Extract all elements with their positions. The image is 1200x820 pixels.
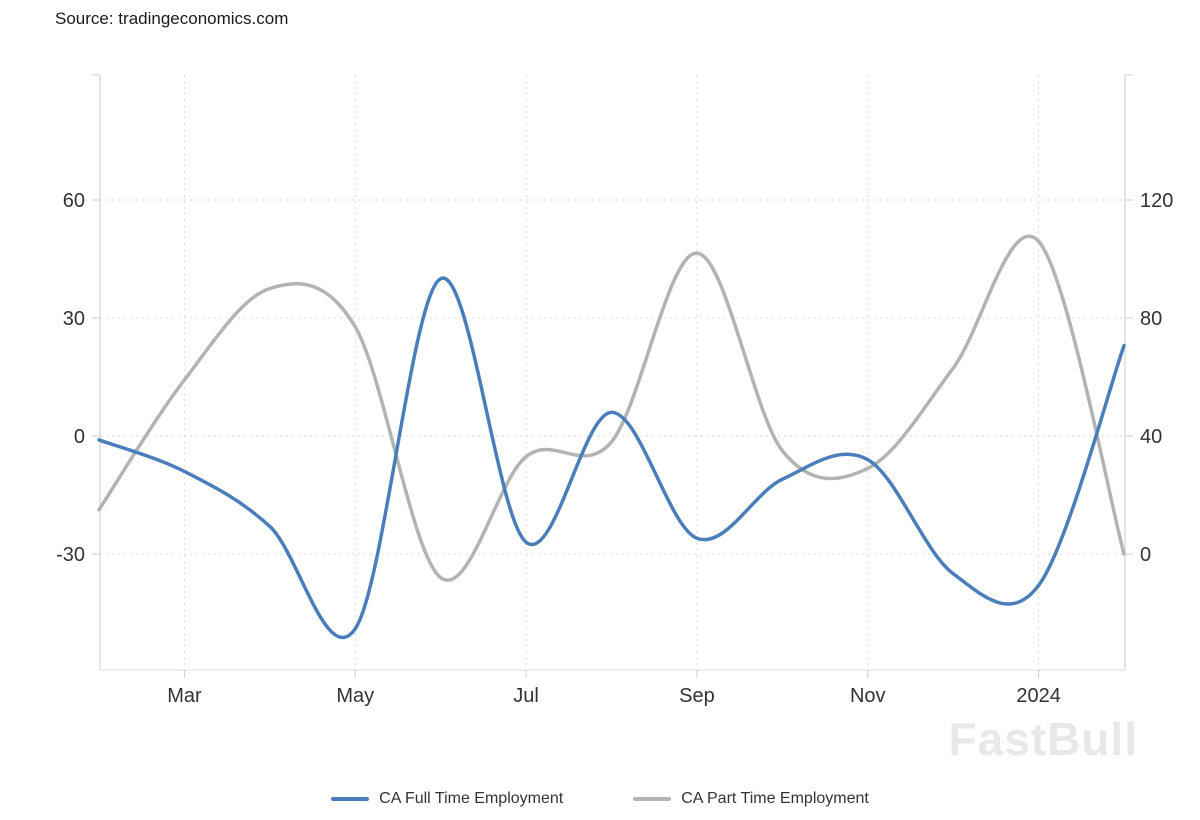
- fastbull-watermark: FastBull: [948, 713, 1138, 765]
- x-axis-tick-label: Nov: [850, 685, 886, 707]
- right-axis-tick-label: 0: [1140, 544, 1151, 566]
- left-axis-tick-label: 0: [74, 426, 85, 448]
- chart-legend: CA Full Time Employment CA Part Time Emp…: [0, 790, 1200, 808]
- legend-item-part-time-employment[interactable]: CA Part Time Employment: [633, 790, 869, 808]
- legend-swatch-part-time: [633, 797, 672, 801]
- x-axis-tick-label: Sep: [679, 685, 715, 707]
- right-axis-tick-label: 120: [1140, 190, 1173, 212]
- legend-label-part-time: CA Part Time Employment: [681, 790, 869, 807]
- left-axis-tick-label: -30: [56, 544, 85, 566]
- x-axis-tick-label: May: [336, 685, 374, 707]
- source-attribution: Source: tradingeconomics.com: [55, 9, 289, 28]
- x-axis-tick-label: Jul: [513, 685, 539, 707]
- x-axis-tick-label: Mar: [167, 685, 202, 707]
- legend-swatch-full-time: [331, 797, 370, 801]
- series-line-part-time: [97, 234, 1126, 582]
- right-axis-tick-label: 80: [1140, 308, 1162, 330]
- legend-label-full-time: CA Full Time Employment: [379, 790, 564, 807]
- left-axis-tick-label: 30: [63, 308, 85, 330]
- x-axis-tick-label: 2024: [1016, 685, 1061, 707]
- series-line-full-time: [97, 276, 1126, 640]
- left-axis-tick-label: 60: [63, 190, 85, 212]
- legend-item-full-time-employment[interactable]: CA Full Time Employment: [331, 790, 563, 808]
- right-axis-tick-label: 40: [1140, 426, 1162, 448]
